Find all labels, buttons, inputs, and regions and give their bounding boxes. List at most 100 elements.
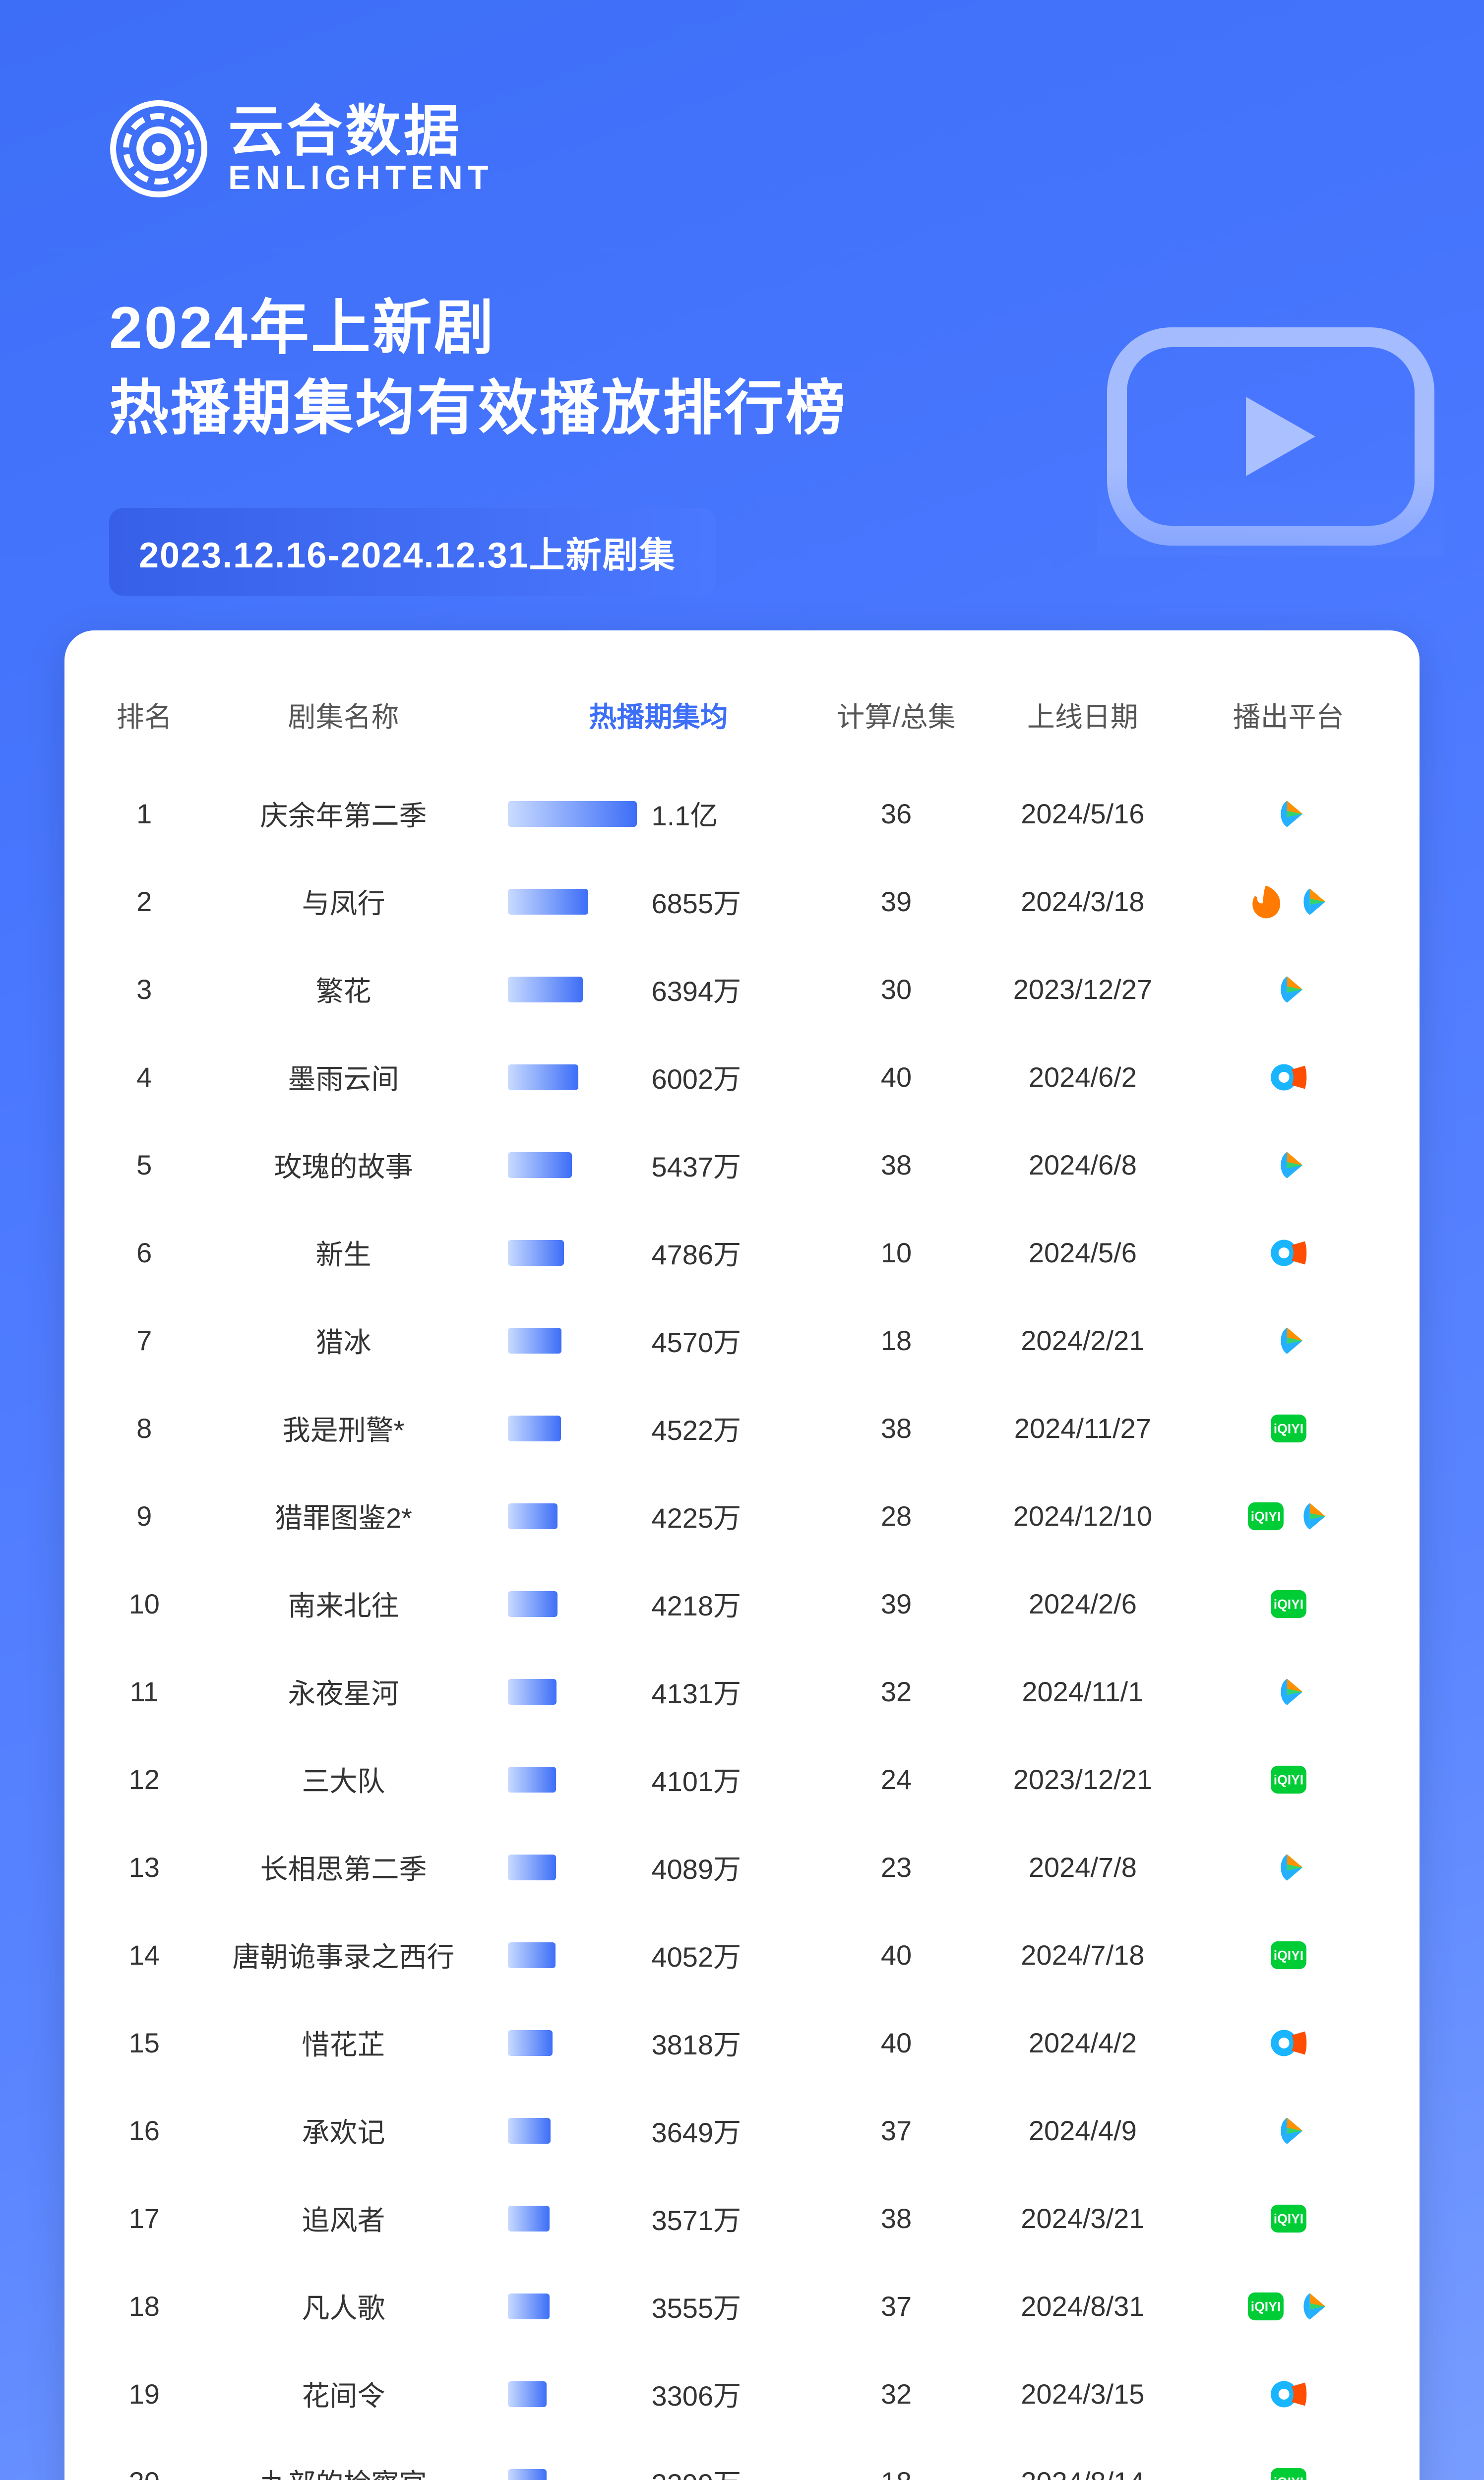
cell-date: 2023/12/21 bbox=[974, 1736, 1192, 1823]
hot-value-label: 1.1亿 bbox=[652, 794, 751, 834]
table-row: 6新生 4786万 102024/5/6 bbox=[99, 1209, 1385, 1297]
bar-track bbox=[508, 1679, 637, 1705]
iqiyi-icon: iQIYI bbox=[1269, 1760, 1308, 1799]
cell-name: 我是刑警* bbox=[189, 1384, 497, 1472]
cell-rank: 4 bbox=[99, 1033, 189, 1121]
cell-platforms: iQIYI bbox=[1192, 1384, 1385, 1472]
cell-eps: 39 bbox=[819, 858, 974, 945]
table-row: 8我是刑警* 4522万 382024/11/27 iQIYI bbox=[99, 1384, 1385, 1472]
cell-eps: 18 bbox=[819, 2438, 974, 2480]
table-row: 18凡人歌 3555万 372024/8/31 iQIYI bbox=[99, 2262, 1385, 2350]
cell-name: 承欢记 bbox=[189, 2087, 497, 2174]
table-row: 13长相思第二季 4089万 232024/7/8 bbox=[99, 1823, 1385, 1911]
cell-rank: 2 bbox=[99, 858, 189, 945]
cell-eps: 38 bbox=[819, 2174, 974, 2262]
cell-platforms bbox=[1192, 858, 1385, 945]
bar-track bbox=[508, 801, 637, 827]
cell-date: 2024/6/2 bbox=[974, 1033, 1192, 1121]
table-row: 17追风者 3571万 382024/3/21 iQIYI bbox=[99, 2174, 1385, 2262]
cell-rank: 13 bbox=[99, 1823, 189, 1911]
cell-date: 2024/8/31 bbox=[974, 2262, 1192, 2350]
hot-value-label: 4052万 bbox=[652, 1935, 751, 1975]
bar-track bbox=[508, 1416, 637, 1441]
bar-track bbox=[508, 1152, 637, 1178]
cell-date: 2024/12/10 bbox=[974, 1472, 1192, 1560]
cell-eps: 28 bbox=[819, 1472, 974, 1560]
iqiyi-icon: iQIYI bbox=[1269, 2199, 1308, 2238]
bar-track bbox=[508, 1942, 637, 1968]
date-range-pill: 2023.12.16-2024.12.31上新剧集 bbox=[109, 508, 716, 596]
cell-platforms bbox=[1192, 1823, 1385, 1911]
cell-platforms: iQIYI bbox=[1192, 1472, 1385, 1560]
hot-value-label: 3818万 bbox=[652, 2023, 751, 2063]
cell-name: 与凤行 bbox=[189, 858, 497, 945]
cell-hot: 3306万 bbox=[498, 2350, 819, 2438]
cell-rank: 3 bbox=[99, 945, 189, 1033]
brand-logo-row: 云合数据 ENLIGHTENT bbox=[109, 99, 1375, 198]
bar-track bbox=[508, 977, 637, 1002]
tencent-video-icon bbox=[1269, 1848, 1308, 1887]
bar-track bbox=[508, 2381, 637, 2407]
cell-name: 玫瑰的故事 bbox=[189, 1121, 497, 1209]
cell-rank: 10 bbox=[99, 1560, 189, 1648]
cell-platforms bbox=[1192, 1209, 1385, 1297]
hot-value-label: 4225万 bbox=[652, 1496, 751, 1536]
bar-track bbox=[508, 2469, 637, 2480]
brand-logo-icon bbox=[109, 99, 208, 198]
hot-value-label: 4218万 bbox=[652, 1584, 751, 1624]
cell-hot: 4786万 bbox=[498, 1209, 819, 1297]
cell-hot: 3571万 bbox=[498, 2174, 819, 2262]
tencent-video-icon bbox=[1269, 970, 1308, 1009]
bar-track bbox=[508, 1855, 637, 1880]
table-row: 9猎罪图鉴2* 4225万 282024/12/10 iQIYI bbox=[99, 1472, 1385, 1560]
hot-value-label: 4131万 bbox=[652, 1672, 751, 1712]
iqiyi-icon: iQIYI bbox=[1269, 1936, 1308, 1975]
col-header-name: 剧集名称 bbox=[189, 680, 497, 770]
ranking-card: 排名 剧集名称 热播期集均 计算/总集 上线日期 播出平台 1庆余年第二季 1.… bbox=[64, 630, 1420, 2480]
cell-rank: 19 bbox=[99, 2350, 189, 2438]
cell-hot: 3299万 bbox=[498, 2438, 819, 2480]
bar-track bbox=[508, 1328, 637, 1354]
tencent-video-icon bbox=[1269, 1146, 1308, 1184]
cell-hot: 4522万 bbox=[498, 1384, 819, 1472]
cell-eps: 30 bbox=[819, 945, 974, 1033]
col-header-eps: 计算/总集 bbox=[819, 680, 974, 770]
cell-rank: 7 bbox=[99, 1297, 189, 1384]
cell-name: 庆余年第二季 bbox=[189, 770, 497, 858]
bar-fill bbox=[508, 889, 588, 915]
hot-value-label: 3571万 bbox=[652, 2198, 751, 2238]
hot-value-label: 4101万 bbox=[652, 1759, 751, 1799]
cell-date: 2024/11/27 bbox=[974, 1384, 1192, 1472]
brand-name-cn: 云合数据 bbox=[228, 102, 493, 161]
cell-name: 繁花 bbox=[189, 945, 497, 1033]
bar-track bbox=[508, 1591, 637, 1617]
cell-eps: 18 bbox=[819, 1297, 974, 1384]
tencent-video-icon bbox=[1292, 1497, 1331, 1536]
cell-platforms bbox=[1192, 1121, 1385, 1209]
youku-icon bbox=[1269, 2024, 1308, 2062]
col-header-rank: 排名 bbox=[99, 680, 189, 770]
cell-eps: 40 bbox=[819, 1911, 974, 1999]
cell-platforms bbox=[1192, 1297, 1385, 1384]
cell-date: 2023/12/27 bbox=[974, 945, 1192, 1033]
cell-eps: 40 bbox=[819, 1999, 974, 2087]
cell-date: 2024/3/21 bbox=[974, 2174, 1192, 2262]
iqiyi-icon: iQIYI bbox=[1246, 1497, 1285, 1536]
cell-name: 猎罪图鉴2* bbox=[189, 1472, 497, 1560]
cell-hot: 1.1亿 bbox=[498, 770, 819, 858]
cell-name: 南来北往 bbox=[189, 1560, 497, 1648]
cell-name: 九部的检察官 bbox=[189, 2438, 497, 2480]
youku-icon bbox=[1269, 1234, 1308, 1272]
cell-eps: 40 bbox=[819, 1033, 974, 1121]
cell-hot: 4225万 bbox=[498, 1472, 819, 1560]
cell-date: 2024/2/21 bbox=[974, 1297, 1192, 1384]
cell-date: 2024/4/9 bbox=[974, 2087, 1192, 2174]
table-row: 5玫瑰的故事 5437万 382024/6/8 bbox=[99, 1121, 1385, 1209]
col-header-hot: 热播期集均 bbox=[498, 680, 819, 770]
bar-track bbox=[508, 889, 637, 915]
brand-name-en: ENLIGHTENT bbox=[228, 160, 493, 195]
hot-value-label: 4786万 bbox=[652, 1233, 751, 1273]
cell-rank: 14 bbox=[99, 1911, 189, 1999]
bar-fill bbox=[508, 2381, 547, 2407]
cell-date: 2024/8/14 bbox=[974, 2438, 1192, 2480]
